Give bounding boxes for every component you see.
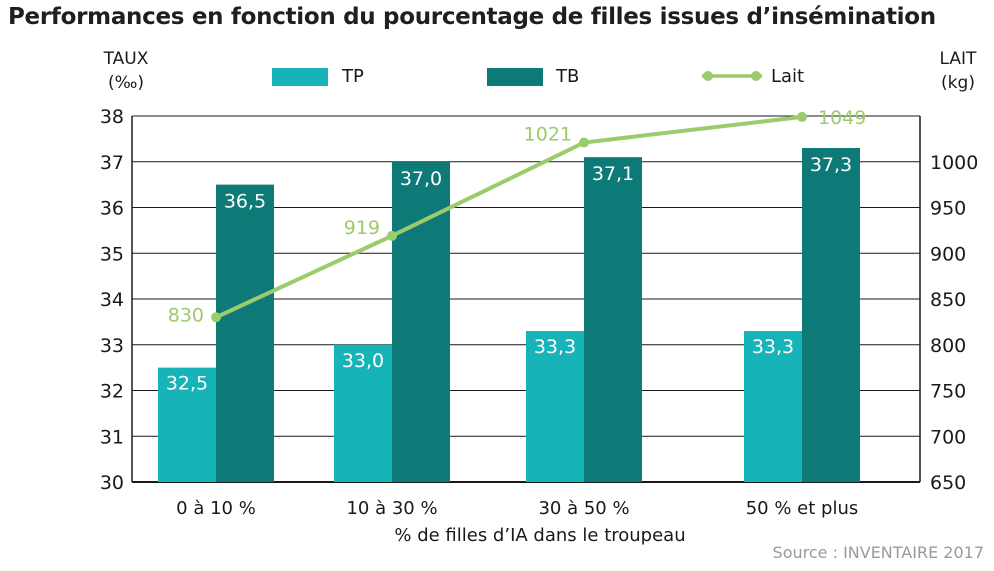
bar-tb-label: 37,3 [810, 154, 852, 176]
right-tick-label: 900 [930, 243, 966, 265]
bar-tp-label: 32,5 [166, 373, 208, 395]
bar-tp [744, 331, 802, 482]
chart-title: Performances en fonction du pourcentage … [8, 4, 936, 30]
left-tick-label: 35 [100, 243, 124, 265]
right-tick-label: 800 [930, 335, 966, 357]
lait-label: 919 [344, 217, 380, 239]
lait-point [797, 111, 807, 122]
lait-label: 830 [168, 304, 204, 326]
bar-tb [802, 148, 860, 482]
source-note: Source : INVENTAIRE 2017 [772, 543, 984, 562]
bar-tp-label: 33,3 [752, 336, 794, 358]
left-tick-label: 30 [100, 472, 124, 494]
right-tick-label: 850 [930, 289, 966, 311]
bar-tb-label: 37,0 [400, 168, 442, 190]
legend-tb-label: TB [556, 66, 580, 87]
lait-label: 1049 [818, 107, 866, 129]
lait-point [579, 137, 589, 148]
x-tick-label: 10 à 30 % [346, 498, 437, 519]
left-axis-title-line1: TAUX [103, 49, 149, 69]
bar-tb [392, 161, 450, 482]
legend-lait-swatch [702, 71, 762, 81]
bar-tb [584, 157, 642, 483]
bar-tp [526, 331, 584, 482]
left-tick-label: 36 [100, 198, 124, 220]
x-tick-label: 50 % et plus [746, 498, 859, 519]
left-tick-label: 32 [100, 381, 124, 403]
right-tick-label: 1000 [930, 152, 978, 174]
x-tick-label: 0 à 10 % [176, 498, 256, 519]
bar-tp-label: 33,0 [342, 350, 384, 372]
lait-line [215, 114, 803, 320]
left-tick-label: 33 [100, 335, 124, 357]
left-axis-title-line2: (‰) [107, 73, 145, 93]
bar-tp [334, 344, 392, 482]
right-tick-label: 650 [930, 472, 966, 494]
left-tick-label: 37 [100, 152, 124, 174]
bar-tb-label: 37,1 [592, 163, 634, 185]
right-axis-title: LAIT (kg) [930, 47, 986, 95]
lait-label: 1021 [524, 124, 572, 146]
left-tick-label: 31 [100, 426, 124, 448]
right-axis-title-line1: LAIT [939, 49, 977, 69]
bar-tb-label: 36,5 [224, 191, 266, 213]
legend-tp-label: TP [342, 66, 364, 87]
left-axis-title: TAUX (‰) [96, 47, 156, 95]
x-axis-title: % de filles d’IA dans le troupeau [394, 525, 685, 546]
bar-tb [216, 184, 274, 482]
right-tick-label: 950 [930, 198, 966, 220]
right-tick-label: 700 [930, 426, 966, 448]
bar-tp-label: 33,3 [534, 336, 576, 358]
x-tick-label: 30 à 50 % [538, 498, 629, 519]
legend-tb-swatch [487, 68, 543, 86]
lait-point [387, 230, 397, 241]
lait-point [211, 312, 221, 323]
bar-tp [158, 367, 216, 482]
left-tick-label: 38 [100, 106, 124, 128]
legend-tp-swatch [272, 68, 328, 86]
right-tick-label: 750 [930, 381, 966, 403]
right-axis-title-line2: (kg) [941, 73, 975, 93]
legend-lait-label: Lait [771, 66, 805, 87]
left-tick-label: 34 [100, 289, 124, 311]
